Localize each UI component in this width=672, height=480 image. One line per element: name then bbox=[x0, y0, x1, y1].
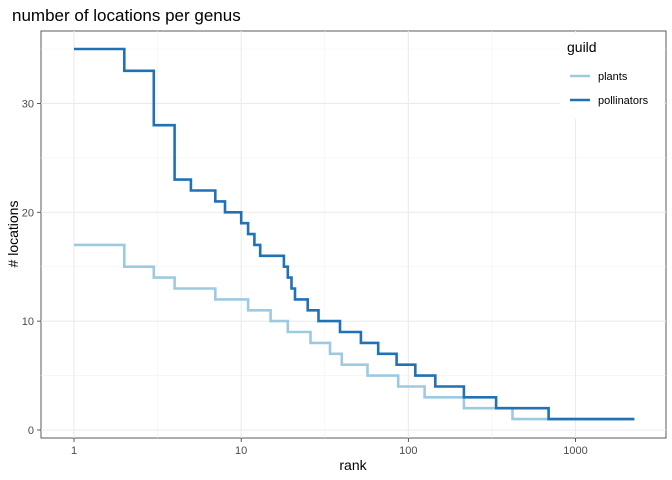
chart-title: number of locations per genus bbox=[12, 6, 241, 25]
grid-lines bbox=[41, 31, 666, 438]
legend-title: guild bbox=[567, 39, 597, 55]
legend-label-plants: plants bbox=[598, 71, 628, 83]
x-tick-label: 1 bbox=[71, 445, 77, 457]
legend: guild plants pollinators bbox=[560, 33, 664, 119]
y-tick-label: 30 bbox=[22, 98, 34, 110]
series-line-pollinators bbox=[74, 47, 635, 421]
x-tick-label: 10 bbox=[235, 445, 247, 457]
x-tick-label: 100 bbox=[399, 445, 417, 457]
series-line-plants bbox=[74, 243, 635, 421]
y-tick-label: 10 bbox=[22, 316, 34, 328]
legend-label-pollinators: pollinators bbox=[598, 95, 649, 107]
y-axis-title: # locations bbox=[5, 201, 21, 268]
series-group bbox=[74, 47, 635, 421]
y-axis: 0 10 20 30 bbox=[22, 98, 41, 437]
x-axis: 1 10 100 1000 bbox=[71, 438, 588, 457]
x-tick-label: 1000 bbox=[563, 445, 587, 457]
x-axis-title: rank bbox=[339, 457, 367, 473]
y-tick-label: 20 bbox=[22, 207, 34, 219]
y-tick-label: 0 bbox=[28, 425, 34, 437]
